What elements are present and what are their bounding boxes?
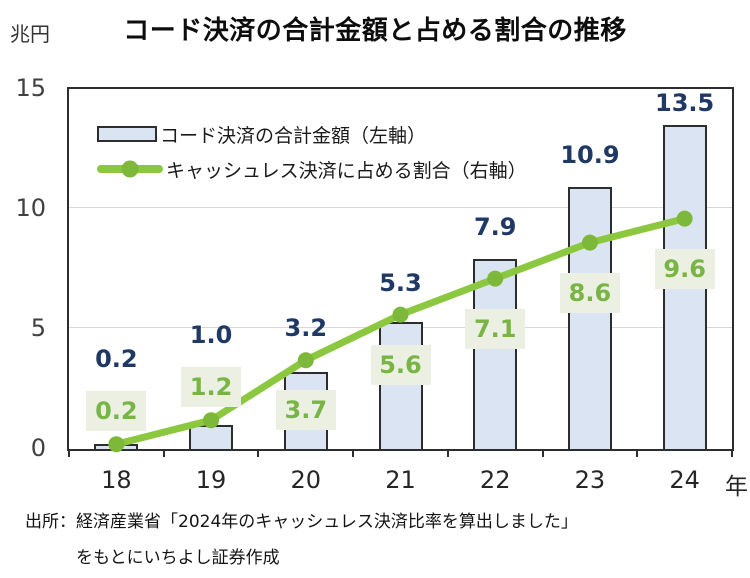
x-axis-label-24: 24 xyxy=(669,466,700,494)
source-line-1: 出所：経済産業省「2024年のキャッシュレス決済比率を算出しました」 xyxy=(25,512,578,532)
x-axis-tick xyxy=(352,450,355,457)
line-value-label-18: 0.2 xyxy=(86,391,147,432)
y-axis-tick-0: 0 xyxy=(30,434,46,462)
line-value-label-20: 3.7 xyxy=(275,390,336,431)
bar-value-label-24: 13.5 xyxy=(655,89,715,117)
bar-19 xyxy=(189,425,234,449)
line-value-label-23: 8.6 xyxy=(559,272,620,313)
x-axis-label-20: 20 xyxy=(290,466,322,494)
bar-value-label-18: 0.2 xyxy=(95,345,138,374)
bar-value-label-19: 1.0 xyxy=(189,321,233,350)
trend-point-18 xyxy=(108,436,125,453)
line-value-label-19: 1.2 xyxy=(181,367,242,408)
trend-point-21 xyxy=(392,306,409,323)
trend-point-19 xyxy=(203,412,220,429)
bar-value-label-22: 7.9 xyxy=(473,213,517,242)
bar-value-label-21: 5.3 xyxy=(379,268,422,297)
left-axis-unit-label: 兆円 xyxy=(10,22,50,46)
legend: コード決済の合計金額（左軸） キャッシュレス決済に占める割合（右軸） xyxy=(97,121,527,182)
x-axis-unit-label: 年 xyxy=(725,474,748,500)
line-value-label-22: 7.1 xyxy=(465,308,526,349)
line-marker-icon xyxy=(121,160,139,178)
x-axis-tick xyxy=(257,450,260,457)
bar-value-label-23: 10.9 xyxy=(560,141,620,170)
x-axis-tick xyxy=(162,450,165,457)
bar-21 xyxy=(378,321,423,449)
trend-point-23 xyxy=(581,234,598,251)
trend-point-22 xyxy=(487,270,504,287)
x-axis-label-21: 21 xyxy=(385,466,416,494)
source-note: 出所：経済産業省「2024年のキャッシュレス決済比率を算出しました」 をもとにい… xyxy=(25,509,578,571)
legend-item-line-series: キャッシュレス決済に占める割合（右軸） xyxy=(97,156,527,182)
legend-bar-series-label: コード決済の合計金額（左軸） xyxy=(160,124,427,147)
gridline xyxy=(69,207,732,208)
legend-line-series-label: キャッシュレス決済に占める割合（右軸） xyxy=(166,159,527,182)
source-line-2: をもとにいちよし証券作成 xyxy=(76,548,280,568)
x-axis-label-22: 22 xyxy=(479,466,511,494)
x-axis-tick xyxy=(636,450,639,457)
x-axis-label-18: 18 xyxy=(101,466,132,494)
bar-series-swatch-icon xyxy=(97,126,157,142)
legend-item-bar-series: コード決済の合計金額（左軸） xyxy=(97,121,527,147)
y-axis-tick-10: 10 xyxy=(15,194,46,222)
x-axis-label-23: 23 xyxy=(574,466,606,494)
y-axis-tick-5: 5 xyxy=(30,314,46,342)
chart-title: コード決済の合計金額と占める割合の推移 xyxy=(123,16,627,46)
trend-line-layer xyxy=(108,210,693,453)
trend-point-20 xyxy=(297,352,314,369)
line-value-label-24: 9.6 xyxy=(654,248,715,289)
x-axis-tick xyxy=(731,450,733,457)
line-series-swatch-icon xyxy=(97,160,163,178)
bar-22 xyxy=(473,259,518,449)
y-axis-tick-15: 15 xyxy=(15,74,46,102)
x-axis-tick xyxy=(68,450,70,457)
trend-point-24 xyxy=(676,210,693,227)
x-axis-label-19: 19 xyxy=(195,466,227,494)
bar-23 xyxy=(567,187,612,449)
line-value-label-21: 5.6 xyxy=(370,344,431,385)
x-axis-tick xyxy=(541,450,544,457)
bar-value-label-20: 3.2 xyxy=(284,314,328,343)
x-axis-tick xyxy=(446,450,449,457)
plot-area: コード決済の合計金額（左軸） キャッシュレス決済に占める割合（右軸） 0.2 1.… xyxy=(67,87,734,453)
